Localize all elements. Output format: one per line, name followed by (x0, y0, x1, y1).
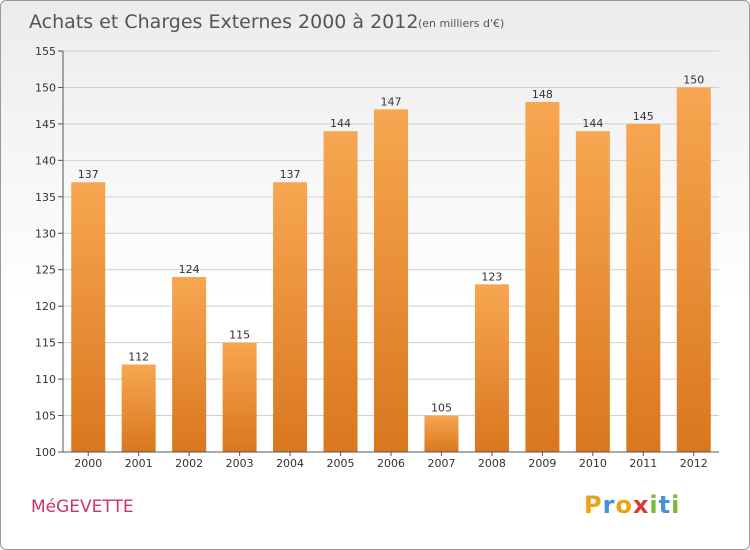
chart-title: Achats et Charges Externes 2000 à 2012 (29, 11, 418, 33)
y-tick-label: 100 (35, 446, 56, 459)
y-tick-label: 105 (35, 410, 56, 423)
bar-value-label: 124 (179, 263, 200, 276)
bar-2002 (172, 277, 207, 452)
bar-value-label: 147 (381, 95, 402, 108)
bar-value-label: 150 (683, 73, 704, 86)
bar-2008 (474, 284, 509, 452)
bar-2005 (323, 131, 358, 452)
y-tick-label: 135 (35, 191, 56, 204)
logo-letter: P (584, 491, 603, 519)
y-tick-label: 155 (35, 45, 56, 58)
x-axis: 2000 2001 2002 2003 2004 2005 2006 2007 2008 2009… (63, 451, 719, 470)
x-tick-label: 2002 (175, 457, 203, 470)
bar-value-label: 148 (532, 88, 553, 101)
y-tick-label: 150 (35, 81, 56, 94)
x-tick-label: 2004 (276, 457, 304, 470)
x-tick-label: 2012 (680, 457, 708, 470)
chart-subtitle: (en milliers d'€) (418, 17, 504, 30)
logo-letter: t (658, 491, 672, 519)
bar-2004 (273, 182, 308, 452)
bar-2011 (626, 123, 661, 452)
x-tick-label: 2009 (528, 457, 556, 470)
y-tick-label: 140 (35, 154, 56, 167)
y-tick-label: 145 (35, 118, 56, 131)
proxiti-logo: Proxiti (584, 491, 680, 519)
y-axis: 100 105 110 115 120 125 130 135 140 145 150 155 (35, 45, 64, 459)
x-tick-label: 2003 (226, 457, 254, 470)
y-tick-label: 130 (35, 227, 56, 240)
x-tick-label: 2011 (629, 457, 657, 470)
bar-2006 (374, 109, 408, 452)
logo-letter: i (671, 491, 681, 519)
bar-value-label: 145 (633, 110, 654, 123)
bar-2012 (676, 87, 711, 453)
y-tick-label: 120 (35, 300, 56, 313)
x-tick-label: 2007 (427, 457, 455, 470)
x-tick-label: 2008 (478, 457, 506, 470)
bar-value-label: 144 (582, 117, 603, 130)
bar-2009 (525, 102, 560, 452)
logo-letter: x (632, 491, 650, 519)
logo-letter: o (615, 491, 633, 519)
y-tick-label: 125 (35, 264, 56, 277)
x-tick-label: 2005 (327, 457, 355, 470)
bar-2000 (71, 182, 106, 452)
bar-2003 (222, 342, 257, 452)
y-tick-label: 110 (35, 373, 56, 386)
bar-value-label: 115 (229, 329, 250, 342)
bar-value-label: 144 (330, 117, 351, 130)
bar-value-label: 137 (78, 168, 99, 181)
bar-value-label: 112 (128, 351, 149, 364)
bar-value-label: 123 (481, 270, 502, 283)
logo-letter: i (649, 491, 659, 519)
bar-value-label: 137 (280, 168, 301, 181)
logo-letter: r (602, 491, 616, 519)
x-tick-label: 2000 (74, 457, 102, 470)
town-name: MéGEVETTE (31, 497, 134, 517)
bar-2010 (575, 131, 610, 452)
bar-2007 (424, 415, 459, 452)
y-tick-label: 115 (35, 337, 56, 350)
x-tick-label: 2010 (579, 457, 607, 470)
x-tick-label: 2001 (125, 457, 153, 470)
x-tick-label: 2006 (377, 457, 405, 470)
bars: 137 112 124 115 137 144 147 105 123 148 144 145 150 (71, 73, 711, 453)
bar-2001 (121, 364, 156, 452)
bar-value-label: 105 (431, 402, 452, 415)
